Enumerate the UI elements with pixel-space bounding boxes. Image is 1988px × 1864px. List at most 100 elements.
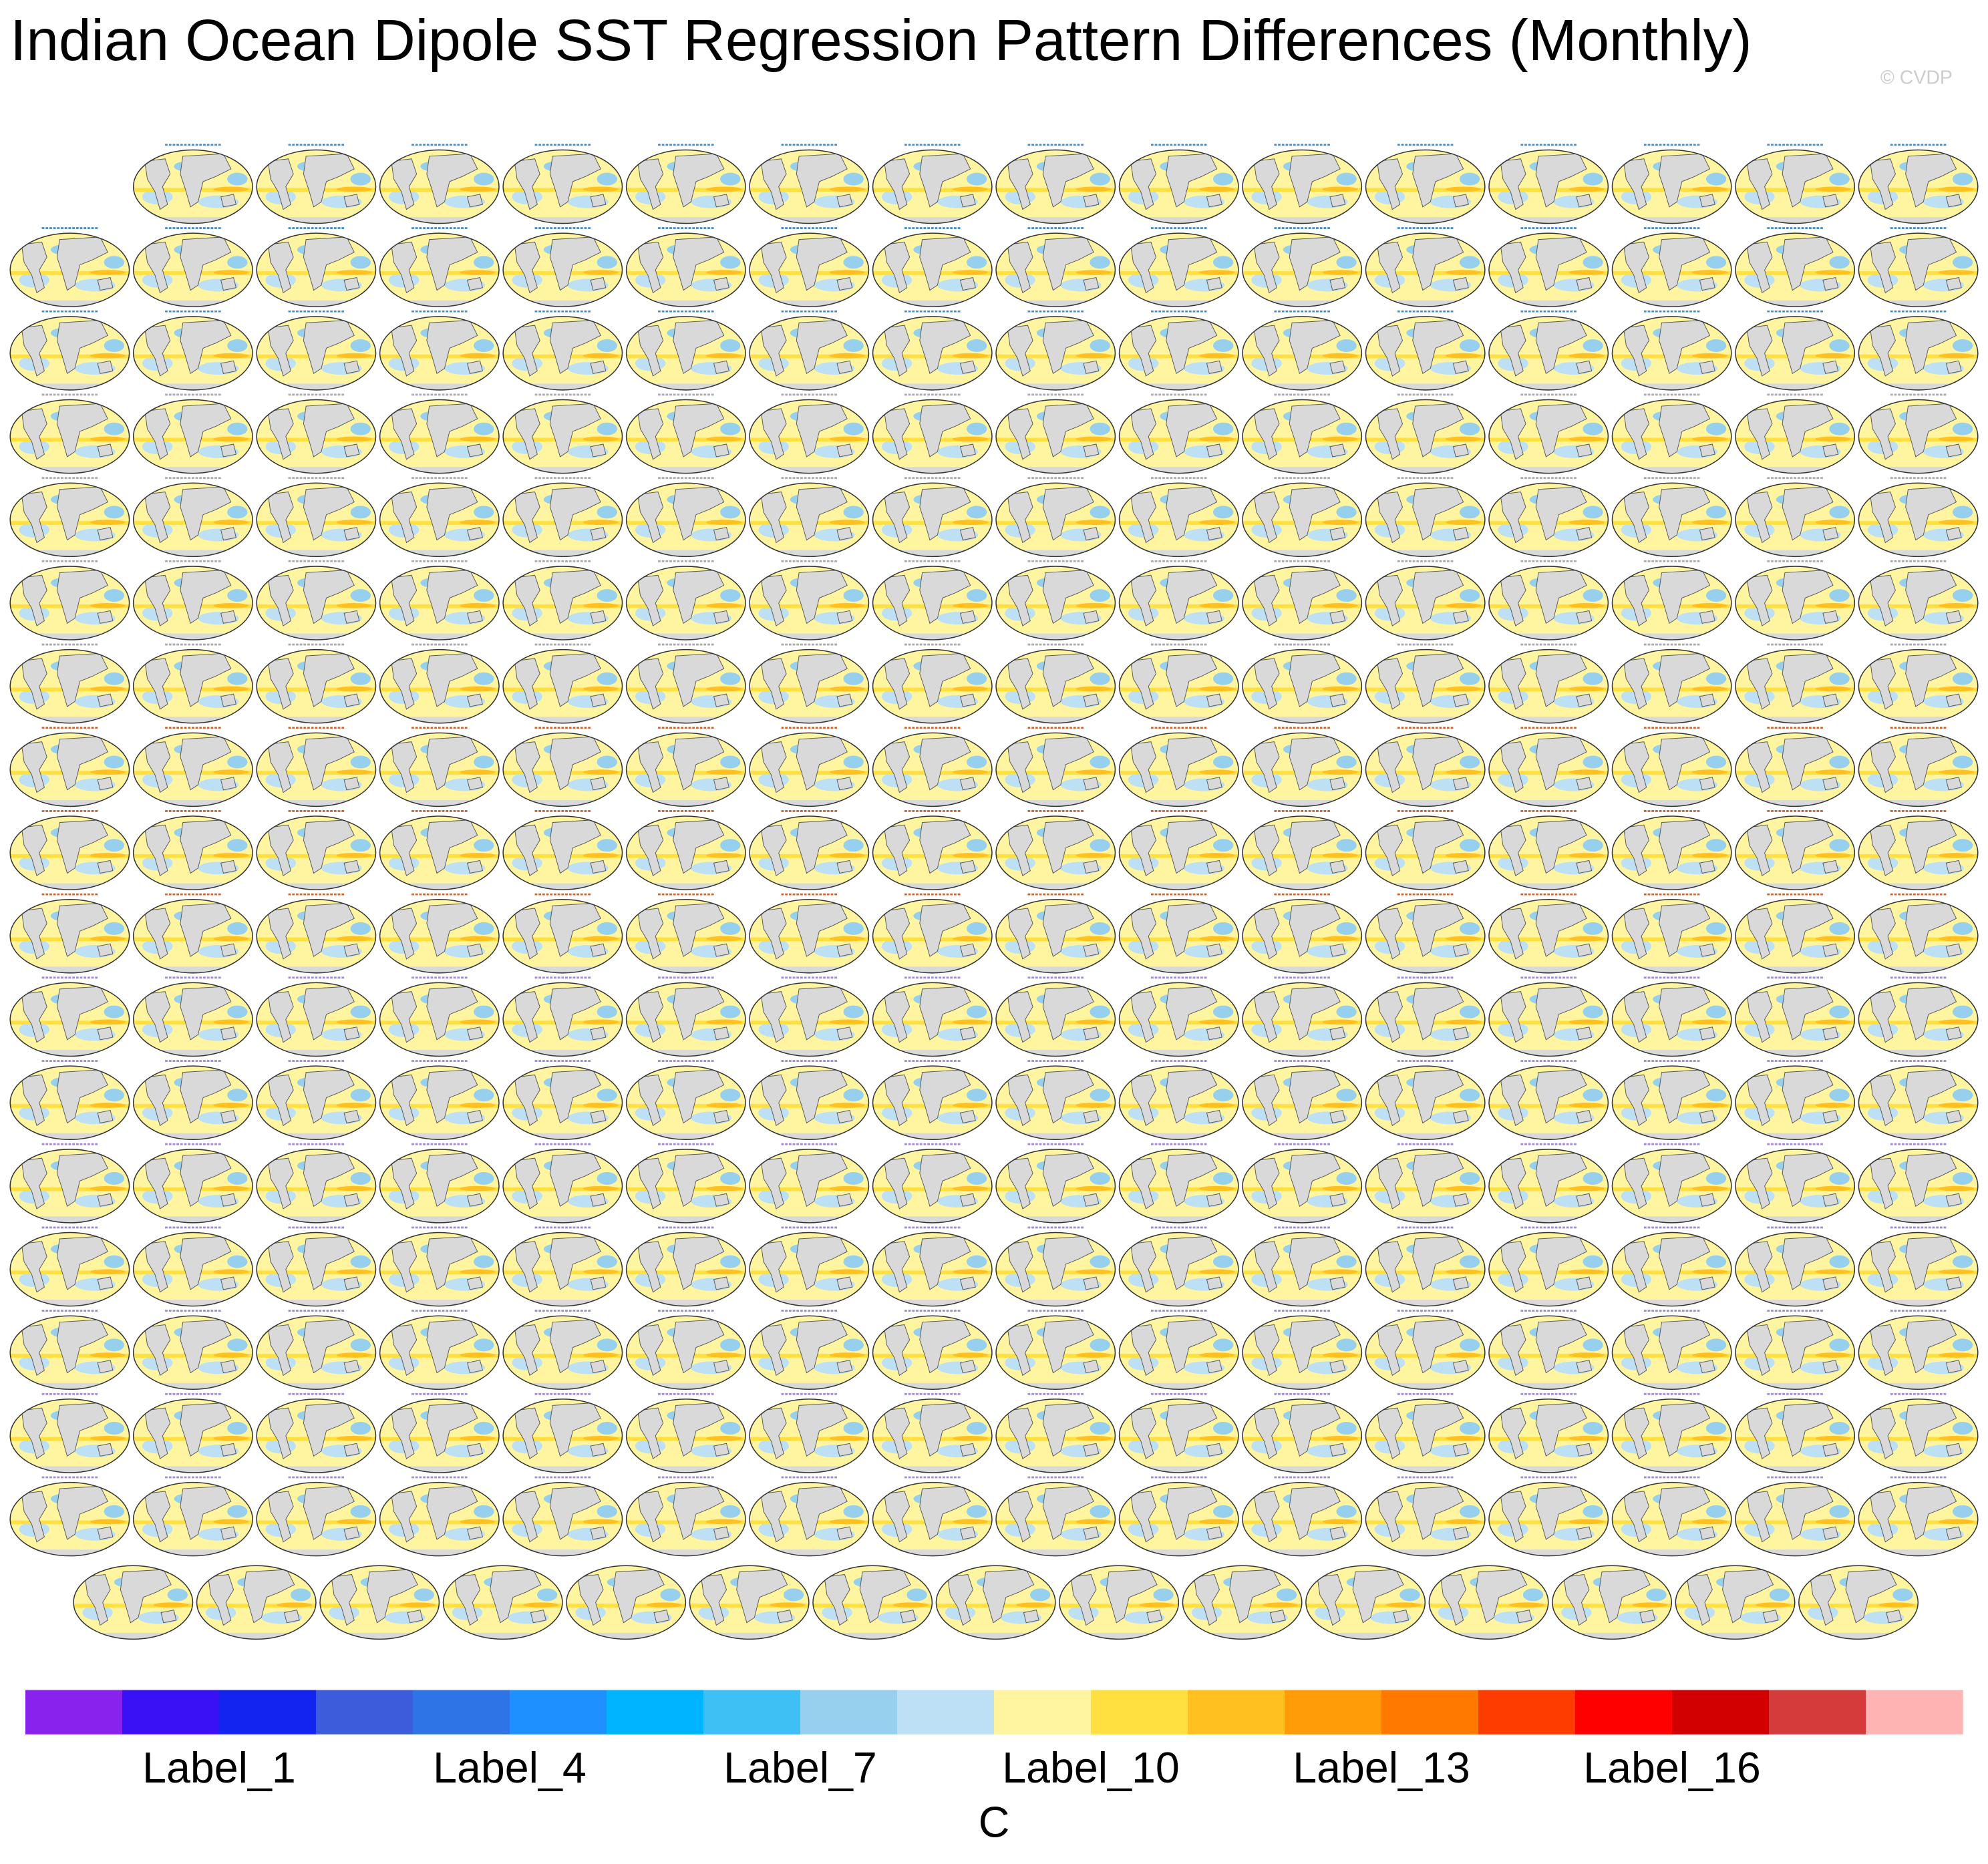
- map-panel: [1858, 982, 1977, 1057]
- map-panel: [10, 1399, 129, 1474]
- colorbar-units: C: [979, 1799, 1010, 1847]
- map-panel: [750, 1399, 868, 1474]
- map-panel: [380, 733, 499, 807]
- map-panel: [627, 1149, 746, 1224]
- map-panel: [503, 566, 622, 641]
- map-panel: [380, 400, 499, 475]
- map-panel: [996, 400, 1115, 475]
- map-panel: [257, 233, 375, 308]
- map-panel: [1120, 1149, 1238, 1224]
- map-panel: [1489, 1149, 1608, 1224]
- map-panel: [1120, 900, 1238, 974]
- colorbar-box: [1575, 1690, 1673, 1734]
- map-panel: [1365, 317, 1484, 391]
- map-panel: [996, 317, 1115, 391]
- map-panel: [380, 317, 499, 391]
- map-panel: [996, 1149, 1115, 1224]
- map-panel: [1489, 1316, 1608, 1390]
- map-panel: [1612, 317, 1731, 391]
- map-panel: [1489, 1483, 1608, 1557]
- colorbar-label: Label_10: [1002, 1744, 1180, 1792]
- map-panel: [10, 982, 129, 1057]
- map-panel: [627, 566, 746, 641]
- map-panel: [257, 150, 375, 224]
- map-panel: [503, 1233, 622, 1308]
- map-panel: [1242, 150, 1361, 224]
- map-panel: [503, 650, 622, 725]
- colorbar-box: [1381, 1690, 1479, 1734]
- map-panel: [1365, 566, 1484, 641]
- map-panel: [1365, 1483, 1484, 1557]
- map-panel: [627, 1066, 746, 1141]
- map-panel: [1242, 1066, 1361, 1141]
- map-panel: [1242, 400, 1361, 475]
- map-panel: [1242, 1149, 1361, 1224]
- map-panel: [750, 1066, 868, 1141]
- map-panel: [873, 1316, 992, 1390]
- map-panel: [1858, 900, 1977, 974]
- map-panel: [10, 233, 129, 308]
- colorbar-box: [1866, 1690, 1963, 1734]
- map-panel: [1242, 900, 1361, 974]
- map-panel: [689, 1565, 808, 1640]
- map-panel: [134, 1399, 253, 1474]
- map-panel: [380, 816, 499, 891]
- map-panel: [1858, 1233, 1977, 1308]
- map-panel: [134, 1066, 253, 1141]
- map-panel: [873, 483, 992, 558]
- map-panel: [503, 1149, 622, 1224]
- map-panel: [1489, 900, 1608, 974]
- map-panel: [873, 233, 992, 308]
- map-panel: [750, 1483, 868, 1557]
- map-panel: [627, 982, 746, 1057]
- map-panel: [10, 317, 129, 391]
- map-panel: [996, 1233, 1115, 1308]
- colorbar-label: Label_4: [433, 1744, 587, 1792]
- map-panel: [627, 400, 746, 475]
- map-panel: [10, 1483, 129, 1557]
- map-panel: [750, 1316, 868, 1390]
- map-panel: [1120, 566, 1238, 641]
- map-panel: [1858, 400, 1977, 475]
- map-panel: [1735, 1399, 1854, 1474]
- colorbar-label: Label_7: [723, 1744, 877, 1792]
- map-panel: [1735, 1149, 1854, 1224]
- map-panel: [1242, 1399, 1361, 1474]
- map-panel: [1489, 1233, 1608, 1308]
- colorbar-box: [896, 1690, 995, 1734]
- map-panel: [1735, 982, 1854, 1057]
- map-panel: [257, 900, 375, 974]
- map-panel: [1858, 150, 1977, 224]
- map-panel: [1735, 1316, 1854, 1390]
- map-panel: [1858, 1066, 1977, 1141]
- map-panel: [873, 650, 992, 725]
- map-panel: [873, 900, 992, 974]
- map-panel: [1858, 317, 1977, 391]
- map-panel: [257, 1316, 375, 1390]
- map-panel: [134, 566, 253, 641]
- map-panel: [257, 1233, 375, 1308]
- map-panel: [1612, 1483, 1731, 1557]
- map-panel: [996, 566, 1115, 641]
- colorbar-box: [218, 1690, 317, 1734]
- map-panel: [1735, 1233, 1854, 1308]
- map-panel: [627, 150, 746, 224]
- map-panel: [1612, 816, 1731, 891]
- map-panel: [1365, 1316, 1484, 1390]
- map-panel: [996, 650, 1115, 725]
- colorbar-box: [1769, 1690, 1866, 1734]
- map-panel: [996, 1316, 1115, 1390]
- map-panel: [1242, 483, 1361, 558]
- map-panel: [1365, 1399, 1484, 1474]
- map-panel: [1365, 816, 1484, 891]
- map-panel: [503, 1483, 622, 1557]
- map-panel: [1612, 1233, 1731, 1308]
- map-panel: [1858, 566, 1977, 641]
- map-panel: [1489, 982, 1608, 1057]
- map-panel: [627, 483, 746, 558]
- map-panel: [750, 650, 868, 725]
- map-panel: [750, 150, 868, 224]
- map-panel: [134, 483, 253, 558]
